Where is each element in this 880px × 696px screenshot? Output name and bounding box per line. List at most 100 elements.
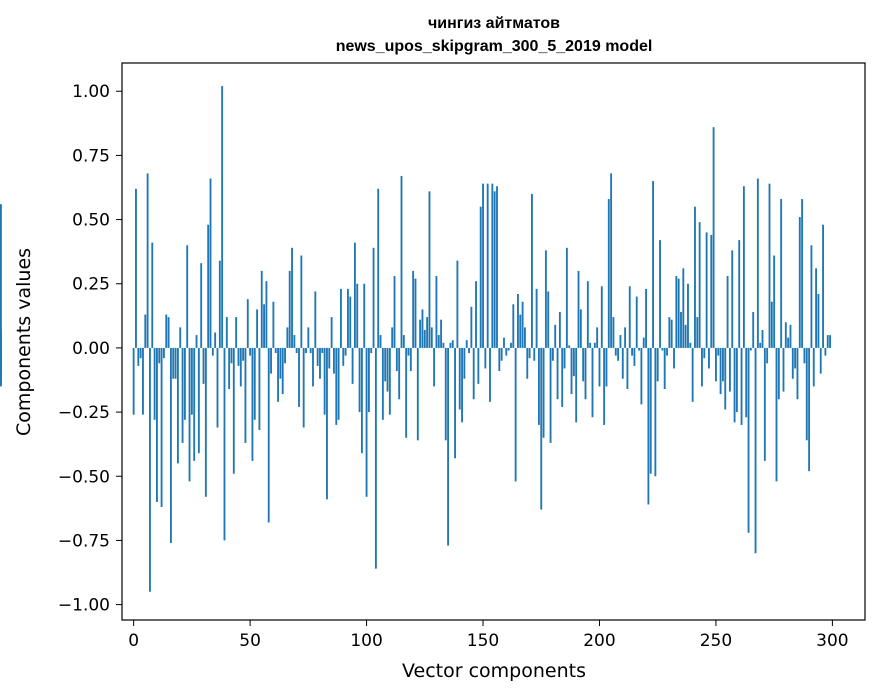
bar xyxy=(796,347,799,400)
bar xyxy=(542,347,545,438)
bar xyxy=(356,283,359,348)
bar xyxy=(484,347,487,369)
bar xyxy=(0,340,2,348)
bar xyxy=(733,347,736,423)
bar xyxy=(558,311,561,348)
y-tick-label: −1.00 xyxy=(58,596,110,616)
bar xyxy=(589,342,592,348)
bar xyxy=(703,347,706,359)
bar xyxy=(598,347,601,387)
bar xyxy=(687,283,689,348)
bar xyxy=(305,347,307,354)
chart-title-line-1: чингиз айтматов xyxy=(428,15,560,32)
bar xyxy=(186,245,189,348)
bar xyxy=(496,186,498,348)
bar xyxy=(577,270,580,348)
bar xyxy=(477,347,480,384)
bar xyxy=(698,222,701,348)
bar xyxy=(824,347,827,356)
bar xyxy=(270,347,272,374)
bar xyxy=(158,347,161,364)
bar xyxy=(579,309,582,348)
bar xyxy=(333,347,335,374)
bar xyxy=(211,347,214,356)
bar xyxy=(291,247,293,348)
bar xyxy=(777,347,780,400)
bar xyxy=(381,347,384,420)
bar xyxy=(570,347,573,395)
bar xyxy=(526,347,529,379)
bar xyxy=(309,347,312,354)
bar xyxy=(524,327,526,348)
bar xyxy=(426,317,429,348)
bar xyxy=(293,335,296,348)
bar xyxy=(193,347,196,461)
bar xyxy=(435,276,438,348)
bar xyxy=(556,347,559,400)
x-tick-label: 200 xyxy=(583,631,615,651)
bar xyxy=(554,324,557,348)
bar xyxy=(491,183,494,348)
bar xyxy=(514,347,517,482)
bar xyxy=(160,347,163,508)
bar xyxy=(547,291,550,348)
bar xyxy=(265,281,268,348)
bar xyxy=(405,347,408,438)
bar xyxy=(449,342,452,348)
y-tick-label: 0.25 xyxy=(72,275,110,295)
bar xyxy=(419,319,422,348)
bar xyxy=(279,347,282,379)
bar xyxy=(137,347,140,366)
bar xyxy=(468,347,470,354)
bar xyxy=(768,183,771,348)
bar xyxy=(808,347,811,472)
bar xyxy=(726,276,729,348)
bar xyxy=(517,294,519,348)
bar xyxy=(656,347,659,382)
bar xyxy=(239,347,242,387)
bar xyxy=(540,347,543,510)
bar xyxy=(803,347,806,364)
bar xyxy=(440,319,443,348)
bar xyxy=(176,347,179,464)
plot-frame xyxy=(121,62,866,621)
bar xyxy=(374,347,377,569)
bar xyxy=(437,335,440,348)
bar xyxy=(719,347,722,395)
bar xyxy=(710,234,713,348)
bar xyxy=(249,347,252,356)
bar xyxy=(640,347,643,405)
bar xyxy=(402,335,405,348)
bar xyxy=(549,347,552,443)
bar xyxy=(223,347,226,541)
bar xyxy=(358,347,361,413)
bar xyxy=(461,347,463,423)
bar xyxy=(805,347,808,441)
y-tick-label: −0.75 xyxy=(58,531,110,551)
bar xyxy=(528,347,531,359)
bar xyxy=(307,327,310,348)
bar xyxy=(347,288,349,348)
bar xyxy=(256,309,259,348)
bar xyxy=(642,337,645,348)
bar xyxy=(505,347,508,356)
bar xyxy=(798,217,801,348)
bar xyxy=(281,347,284,395)
bar xyxy=(202,347,205,384)
bar xyxy=(151,242,154,348)
bar xyxy=(612,317,615,348)
bar xyxy=(132,347,135,415)
bar xyxy=(742,186,745,348)
bar xyxy=(682,268,685,348)
bar xyxy=(386,347,389,392)
y-axis-label: Components values xyxy=(13,248,35,436)
bar xyxy=(442,342,445,348)
bar xyxy=(144,314,147,348)
bar xyxy=(810,245,813,348)
bar xyxy=(635,296,638,348)
bar xyxy=(475,281,477,348)
bar xyxy=(759,342,762,348)
bar xyxy=(638,347,640,351)
bar xyxy=(321,347,324,354)
bar xyxy=(728,347,731,392)
